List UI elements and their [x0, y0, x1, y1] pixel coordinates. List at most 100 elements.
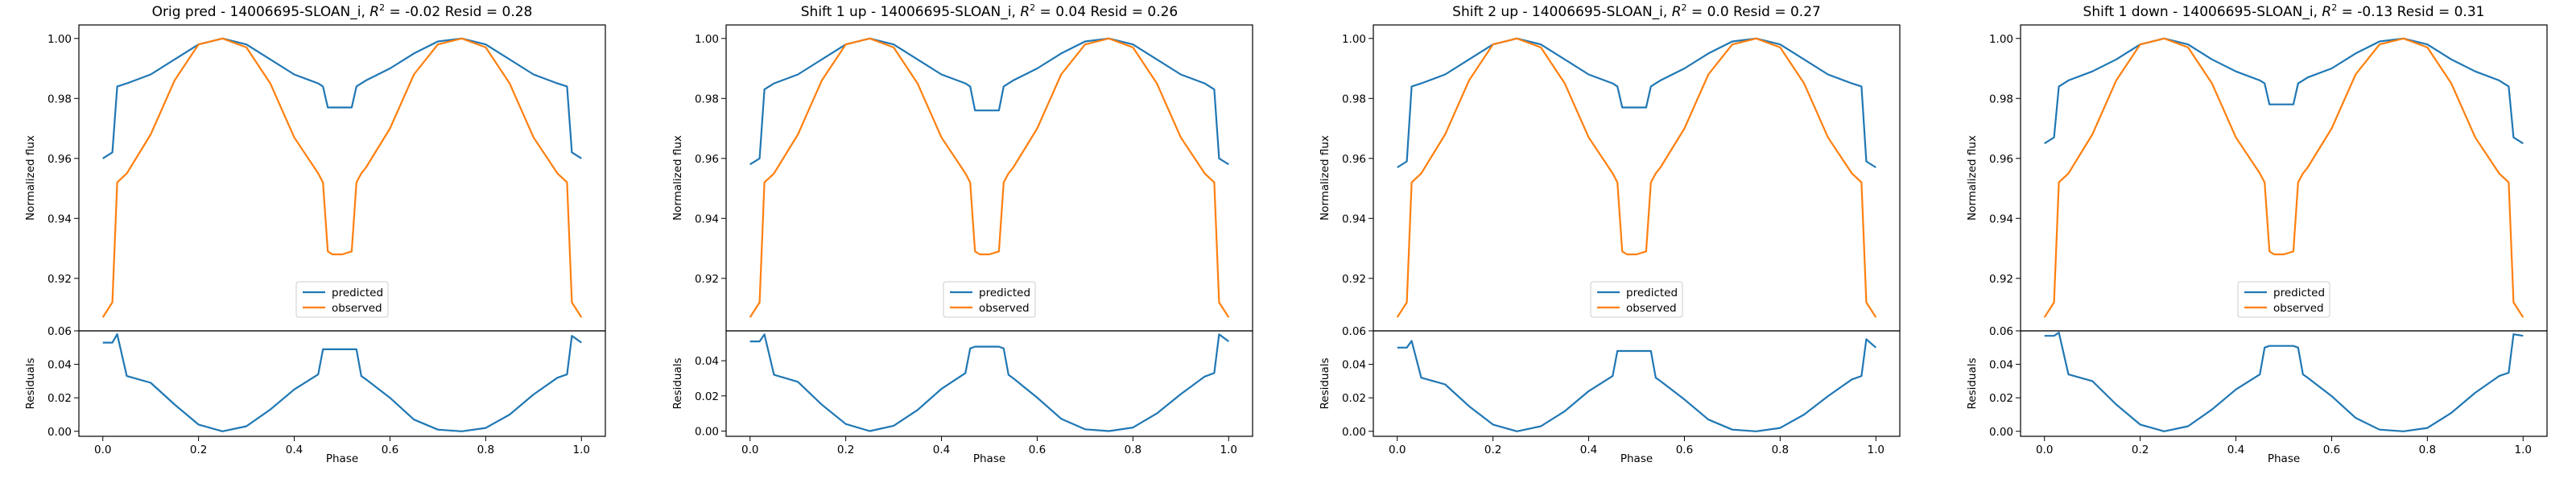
title-r2-value: 0.04 — [1055, 4, 1086, 20]
x-tick-label: 0.0 — [94, 444, 111, 456]
y-axis-label-residual: Residuals — [24, 357, 37, 409]
x-tick-label: 0.2 — [2132, 444, 2149, 456]
title-r-exponent: 2 — [1682, 2, 1687, 13]
residual-line — [2044, 332, 2524, 432]
x-tick-label: 0.8 — [2419, 444, 2436, 456]
y-tick-label-flux: 0.94 — [1342, 213, 1366, 225]
x-tick-label: 1.0 — [2515, 444, 2532, 456]
y-tick-label-flux: 0.98 — [695, 93, 719, 105]
legend: predicted observed — [2237, 281, 2330, 318]
series-line-observed — [749, 37, 1230, 318]
title-r-exponent: 2 — [379, 2, 385, 13]
title-prefix: Shift 2 up - 14006695-SLOAN_i, — [1452, 4, 1672, 20]
chart-title: Shift 2 up - 14006695-SLOAN_i, R2 = 0.0 … — [1452, 2, 1821, 20]
x-tick-label: 0.0 — [2036, 444, 2053, 456]
chart-panel: Shift 1 up - 14006695-SLOAN_i, R2 = 0.04… — [671, 2, 1253, 465]
x-tick-label: 0.8 — [1772, 444, 1789, 456]
title-r-symbol: R — [2322, 4, 2331, 20]
y-tick-label-flux: 0.96 — [1342, 153, 1366, 166]
y-tick-label-residual: 0.00 — [695, 425, 719, 438]
y-tick-label-flux: 0.94 — [1989, 213, 2013, 225]
series-line-predicted — [749, 37, 1229, 166]
y-tick-label-residual: 0.04 — [47, 359, 72, 372]
y-axis-label-flux: Normalized flux — [24, 135, 37, 221]
title-r-symbol: R — [1672, 4, 1682, 20]
x-tick-label: 0.4 — [286, 444, 303, 456]
x-tick-label: 0.6 — [1676, 444, 1693, 456]
x-tick-label: 1.0 — [1220, 444, 1237, 456]
y-tick-label-flux: 0.98 — [1989, 93, 2013, 105]
x-tick-label: 0.4 — [1580, 444, 1597, 456]
y-tick-label-residual: 0.00 — [1989, 426, 2013, 439]
series-line-observed — [2043, 37, 2524, 318]
residual-line — [102, 333, 582, 432]
x-tick-label: 0.6 — [382, 444, 398, 456]
y-tick-label-flux: 0.96 — [695, 153, 719, 166]
x-tick-label: 0.2 — [1484, 444, 1501, 456]
y-tick-label-residual: 0.04 — [1342, 359, 1366, 372]
chart-panel: Shift 1 down - 14006695-SLOAN_i, R2 = -0… — [1966, 2, 2548, 465]
residual-axes-frame — [725, 330, 1253, 437]
y-axis-label-residual: Residuals — [1966, 357, 1979, 409]
legend-label-observed: observed — [1626, 302, 1677, 315]
y-tick-label-flux: 1.00 — [1342, 33, 1366, 46]
y-tick-label-residual: 0.00 — [1342, 426, 1366, 439]
title-r2-value: 0.0 — [1707, 4, 1729, 20]
y-tick-label-flux: 0.92 — [1989, 273, 2013, 286]
legend: predicted observed — [943, 281, 1036, 318]
title-suffix: Resid = 0.27 — [1729, 4, 1821, 20]
chart-panel: Shift 2 up - 14006695-SLOAN_i, R2 = 0.0 … — [1319, 2, 1901, 465]
y-tick-label-flux: 0.98 — [1342, 93, 1366, 105]
title-suffix: Resid = 0.26 — [1086, 4, 1178, 20]
x-tick-label: 1.0 — [573, 444, 590, 456]
series-line-observed — [101, 37, 583, 318]
y-tick-label-residual: 0.04 — [1989, 359, 2013, 372]
chart-panel: Orig pred - 14006695-SLOAN_i, R2 = -0.02… — [24, 2, 606, 465]
y-tick-label-flux: 1.00 — [1989, 33, 2013, 46]
y-tick-label-flux: 1.00 — [695, 33, 719, 46]
residual-axes-frame — [2020, 330, 2548, 437]
chart-title: Shift 1 up - 14006695-SLOAN_i, R2 = 0.04… — [801, 2, 1178, 20]
title-r-symbol: R — [369, 4, 379, 20]
x-tick-label: 0.2 — [837, 444, 854, 456]
y-tick-label-residual: 0.02 — [1342, 392, 1366, 405]
y-tick-label-flux: 0.98 — [47, 93, 72, 105]
y-axis-label-flux: Normalized flux — [1319, 135, 1331, 221]
x-tick-label: 0.0 — [1389, 444, 1406, 456]
title-prefix: Shift 1 up - 14006695-SLOAN_i, — [801, 4, 1021, 20]
x-tick-label: 0.8 — [477, 444, 494, 456]
y-tick-label-residual: 0.06 — [47, 325, 72, 338]
residual-axes-frame — [78, 330, 606, 437]
y-tick-label-flux: 1.00 — [47, 33, 72, 46]
title-r-symbol: R — [1020, 4, 1030, 20]
title-suffix: Resid = 0.31 — [2392, 4, 2484, 20]
title-equals: = — [1035, 4, 1055, 20]
legend: predicted observed — [295, 281, 389, 318]
legend-label-observed: observed — [2273, 302, 2324, 315]
y-tick-label-residual: 0.02 — [47, 392, 72, 405]
legend-label-predicted: predicted — [1626, 287, 1678, 299]
series-line-predicted — [2044, 37, 2524, 145]
x-axis-label: Phase — [973, 452, 1005, 465]
x-tick-label: 0.8 — [1125, 444, 1141, 456]
y-tick-label-residual: 0.02 — [1989, 392, 2013, 405]
y-axis-label-residual: Residuals — [1319, 357, 1331, 409]
title-equals: = — [2337, 4, 2357, 20]
y-axis-label-residual: Residuals — [671, 357, 684, 409]
title-equals: = — [1687, 4, 1707, 20]
series-line-predicted — [1397, 37, 1876, 168]
y-tick-label-residual: 0.06 — [1342, 325, 1366, 338]
x-tick-label: 1.0 — [1868, 444, 1885, 456]
y-tick-label-residual: 0.02 — [695, 390, 719, 403]
x-tick-label: 0.6 — [2323, 444, 2340, 456]
chart-title: Shift 1 down - 14006695-SLOAN_i, R2 = -0… — [2083, 2, 2485, 20]
x-tick-label: 0.6 — [1029, 444, 1046, 456]
y-tick-label-flux: 0.92 — [1342, 273, 1366, 286]
y-tick-label-flux: 0.92 — [47, 273, 72, 286]
x-axis-label: Phase — [2268, 452, 2300, 465]
x-tick-label: 0.0 — [741, 444, 758, 456]
title-equals: = — [385, 4, 405, 20]
y-axis-label-flux: Normalized flux — [1966, 135, 1979, 221]
y-tick-label-residual: 0.00 — [47, 426, 72, 439]
